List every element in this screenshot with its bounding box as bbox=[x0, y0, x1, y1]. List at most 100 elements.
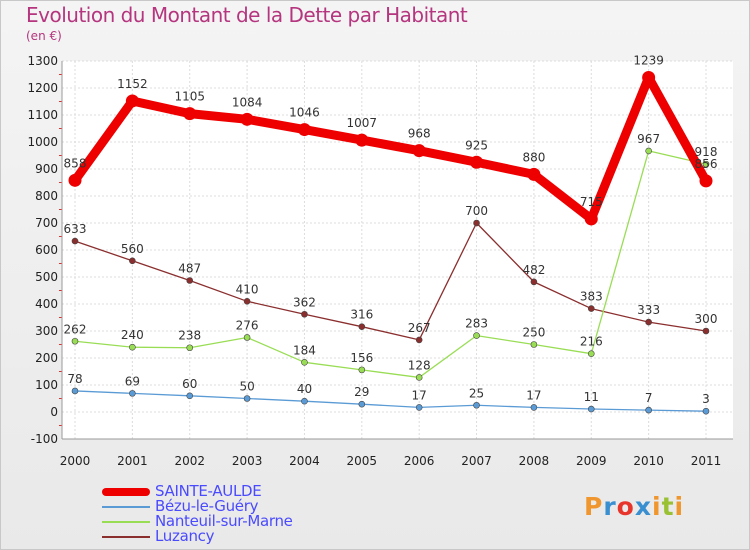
y-tick-label: 900 bbox=[35, 162, 58, 176]
x-tick-label: 2006 bbox=[404, 454, 435, 468]
data-point bbox=[243, 395, 251, 402]
y-tick-label: 800 bbox=[35, 189, 58, 203]
data-point bbox=[473, 401, 480, 409]
data-label: 69 bbox=[125, 374, 140, 388]
data-label: 7 bbox=[645, 391, 653, 405]
data-label: 482 bbox=[522, 263, 545, 277]
x-tick-label: 2000 bbox=[60, 454, 91, 468]
logo-letter: x bbox=[634, 492, 652, 521]
data-point bbox=[125, 94, 139, 108]
data-label: 362 bbox=[293, 295, 316, 309]
legend-label: Luzancy bbox=[155, 527, 215, 545]
data-point bbox=[702, 327, 710, 335]
legend-swatch bbox=[102, 521, 150, 523]
data-point bbox=[186, 344, 194, 352]
data-label: 3 bbox=[702, 392, 710, 406]
y-tick-label: 200 bbox=[35, 351, 58, 365]
x-tick-label: 2002 bbox=[174, 454, 205, 468]
y-tick-label: 1300 bbox=[27, 54, 58, 68]
data-point bbox=[129, 390, 136, 397]
data-point bbox=[412, 144, 426, 158]
data-label: 240 bbox=[121, 328, 144, 342]
data-point bbox=[415, 336, 423, 344]
data-point bbox=[129, 257, 136, 265]
data-label: 128 bbox=[408, 358, 431, 372]
data-point bbox=[645, 318, 652, 326]
y-tick-label: 1100 bbox=[27, 108, 58, 122]
data-point bbox=[587, 305, 595, 312]
x-tick-label: 2009 bbox=[576, 454, 607, 468]
y-tick-label: 400 bbox=[35, 297, 58, 311]
data-point bbox=[699, 174, 713, 188]
data-point bbox=[473, 332, 480, 339]
data-point bbox=[587, 405, 595, 413]
data-point bbox=[71, 387, 79, 395]
legend-item-luzancy: Luzancy bbox=[102, 527, 402, 545]
legend-label: SAINTE-AULDE bbox=[155, 482, 262, 500]
unit-label: (en €) bbox=[26, 29, 62, 43]
data-point bbox=[645, 147, 652, 155]
data-label: 1007 bbox=[347, 116, 378, 130]
legend-item-sainte-aulde: SAINTE-AULDE bbox=[102, 482, 402, 500]
data-point bbox=[702, 407, 710, 415]
y-tick-label: 300 bbox=[35, 324, 58, 338]
data-point bbox=[186, 277, 194, 284]
data-label: 40 bbox=[297, 382, 312, 396]
data-label: 1084 bbox=[232, 95, 263, 109]
data-point bbox=[702, 160, 710, 168]
data-labels: 858 1152 1105 1084 1046 1007 968 925 880 715 1239 8… bbox=[64, 53, 718, 406]
logo-letter: P bbox=[584, 492, 604, 521]
data-label: 1239 bbox=[633, 53, 664, 67]
data-point bbox=[527, 167, 541, 181]
data-label: 300 bbox=[695, 312, 718, 326]
data-label: 11 bbox=[584, 390, 599, 404]
data-label: 633 bbox=[64, 222, 87, 236]
series-line bbox=[74, 150, 707, 379]
data-point bbox=[301, 397, 308, 405]
data-point bbox=[415, 374, 423, 381]
logo-letter: t bbox=[661, 492, 675, 521]
legend-item-bezu-le-guery: Bézu-le-Guéry bbox=[102, 497, 402, 515]
x-tick-label: 2010 bbox=[633, 454, 664, 468]
logo-letter: i bbox=[652, 492, 662, 521]
data-label: 267 bbox=[408, 321, 431, 335]
data-point bbox=[642, 70, 656, 84]
data-point bbox=[358, 400, 366, 408]
x-tick-label: 2011 bbox=[691, 454, 722, 468]
legend-swatch bbox=[102, 506, 150, 508]
x-tick-label: 2005 bbox=[347, 454, 378, 468]
data-point bbox=[301, 359, 308, 366]
legend: SAINTE-AULDE Bézu-le-Guéry Nanteuil-sur-… bbox=[102, 482, 402, 545]
data-point bbox=[68, 173, 82, 187]
data-label: 25 bbox=[469, 386, 484, 400]
y-tick-label: 0 bbox=[50, 405, 58, 419]
data-label: 715 bbox=[580, 195, 603, 209]
x-tick-label: 2008 bbox=[519, 454, 550, 468]
data-label: 560 bbox=[121, 242, 144, 256]
series-line bbox=[74, 390, 707, 412]
data-point bbox=[71, 237, 79, 245]
data-point bbox=[183, 107, 197, 121]
logo-letter: o bbox=[616, 492, 635, 521]
data-label: 276 bbox=[236, 318, 259, 332]
legend-swatch bbox=[102, 488, 150, 496]
x-tick-label: 2001 bbox=[117, 454, 148, 468]
data-point bbox=[243, 334, 251, 341]
data-label: 858 bbox=[64, 156, 87, 170]
series-lines bbox=[68, 70, 713, 415]
axes: -100 0 100 200 300 400 500 600 700 800 900 1000 1100… bbox=[27, 54, 733, 468]
data-label: 1152 bbox=[117, 77, 148, 91]
data-point bbox=[358, 366, 366, 374]
y-tick-label: -100 bbox=[31, 432, 58, 446]
data-label: 700 bbox=[465, 204, 488, 218]
chart-title: Evolution du Montant de la Dette par Hab… bbox=[26, 3, 468, 27]
data-label: 156 bbox=[350, 351, 373, 365]
data-point bbox=[584, 212, 598, 226]
data-label: 333 bbox=[637, 303, 660, 317]
data-label: 17 bbox=[526, 388, 541, 402]
data-point bbox=[240, 112, 254, 126]
logo-letter: i bbox=[674, 492, 685, 521]
y-tick-label: 100 bbox=[35, 378, 58, 392]
data-label: 50 bbox=[239, 380, 254, 394]
